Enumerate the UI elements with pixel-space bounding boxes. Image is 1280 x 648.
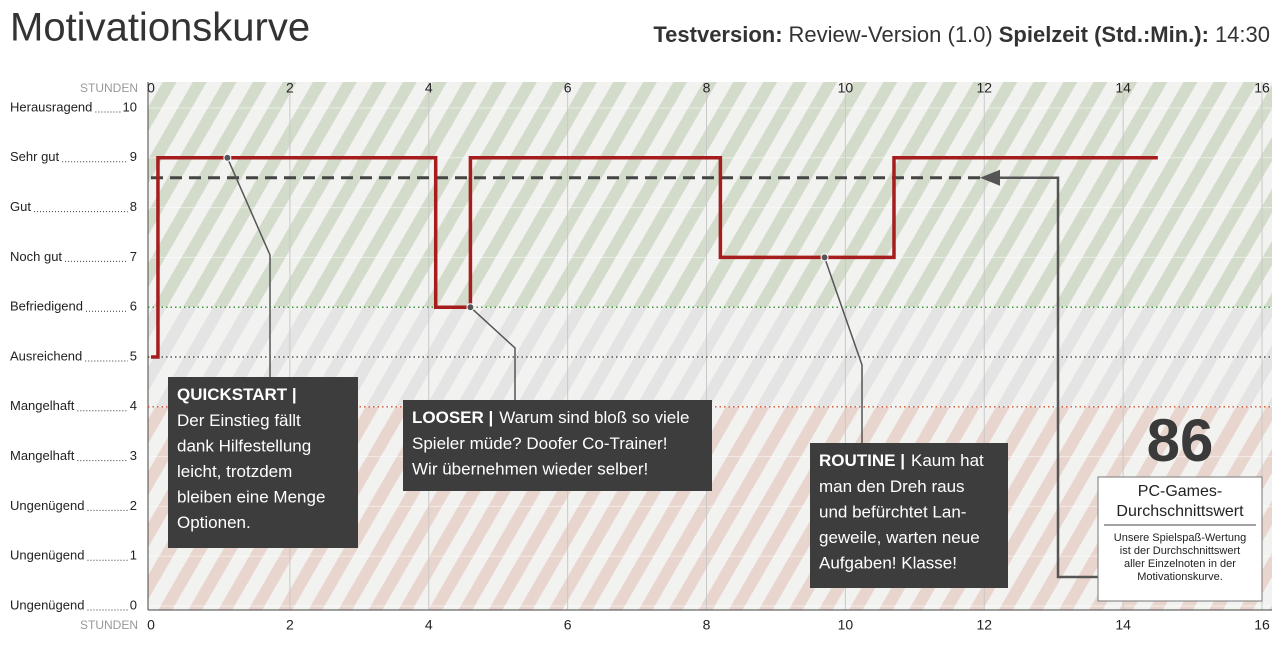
x-tick-label: 2 bbox=[286, 617, 294, 633]
annotation-line: Optionen. bbox=[177, 513, 251, 532]
annotation-leader bbox=[469, 306, 516, 400]
average-arrow bbox=[996, 176, 1098, 579]
annotation-heading: ROUTINE | bbox=[819, 451, 905, 470]
annotation-line: dank Hilfestellung bbox=[177, 436, 311, 455]
x-tick-label: 8 bbox=[703, 80, 711, 96]
annotation-line: bleiben eine Menge bbox=[177, 487, 325, 506]
y-tick-name: Ungenügend bbox=[10, 548, 84, 563]
y-tick-label: 6 bbox=[130, 299, 137, 314]
y-tick-label: 10 bbox=[123, 99, 137, 114]
annotation-box bbox=[403, 400, 712, 491]
version: Review-Version (1.0) bbox=[789, 22, 993, 47]
score-title: Durchschnittswert bbox=[1116, 503, 1244, 520]
zone bbox=[148, 82, 1272, 308]
x-tick-label: 16 bbox=[1254, 617, 1270, 633]
annotation-line: Aufgaben! Klasse! bbox=[819, 553, 957, 572]
annotation-anchor bbox=[223, 153, 232, 162]
x-tick-label: 12 bbox=[976, 617, 992, 633]
annotation-heading: QUICKSTART | bbox=[177, 385, 297, 404]
annotation-line: und befürchtet Lan- bbox=[819, 502, 966, 521]
annotation-heading: LOOSER | bbox=[412, 408, 493, 427]
annotation-line: geweile, warten neue bbox=[819, 528, 980, 547]
annotation-text: ROUTINE | Kaum hat bbox=[819, 451, 984, 470]
x-axis-label: STUNDEN bbox=[80, 81, 138, 95]
y-tick-label: 0 bbox=[130, 597, 137, 612]
x-tick-label: 6 bbox=[564, 80, 572, 96]
x-tick-label: 4 bbox=[425, 617, 433, 633]
x-tick-label: 10 bbox=[838, 80, 854, 96]
x-tick-label: 12 bbox=[976, 80, 992, 96]
annotation-line: leicht, trotzdem bbox=[177, 462, 292, 481]
x-tick-label: 14 bbox=[1115, 617, 1131, 633]
annotation-anchor bbox=[466, 303, 475, 312]
annotation-box bbox=[168, 377, 358, 548]
score-note: ist der Durchschnittswert bbox=[1120, 545, 1240, 557]
annotation-leader bbox=[226, 157, 271, 377]
y-tick-name: Gut bbox=[10, 199, 31, 214]
score-note: aller Einzelnoten in der bbox=[1124, 558, 1236, 570]
y-tick-name: Mangelhaft bbox=[10, 398, 75, 413]
annotation-line: Spieler müde? Doofer Co-Trainer! bbox=[412, 434, 667, 453]
y-tick-label: 5 bbox=[130, 348, 137, 363]
y-tick-name: Befriedigend bbox=[10, 299, 83, 314]
y-tick-name: Mangelhaft bbox=[10, 448, 75, 463]
score-note: Motivationskurve. bbox=[1137, 571, 1223, 583]
x-tick-label: 0 bbox=[147, 80, 155, 96]
annotation-line: Kaum hat bbox=[911, 451, 984, 470]
annotation-anchor bbox=[820, 253, 829, 262]
x-tick-label: 2 bbox=[286, 80, 294, 96]
y-tick-label: 8 bbox=[130, 199, 137, 214]
x-tick-label: 10 bbox=[838, 617, 854, 633]
score-title: PC-Games- bbox=[1138, 483, 1222, 500]
score-value: 86 bbox=[1147, 407, 1214, 474]
y-tick-label: 7 bbox=[130, 249, 137, 264]
annotation-box bbox=[810, 443, 1008, 588]
x-tick-label: 6 bbox=[564, 617, 572, 633]
motivation-line bbox=[151, 156, 1158, 359]
annotation-text: LOOSER | Warum sind bloß so viele bbox=[412, 408, 689, 427]
x-axis-label: STUNDEN bbox=[80, 618, 138, 632]
y-tick-label: 2 bbox=[130, 498, 137, 513]
y-tick-label: 3 bbox=[130, 448, 137, 463]
page-title: Motivationskurve bbox=[10, 6, 310, 50]
annotation-line: Der Einstieg fällt bbox=[177, 411, 301, 430]
annotation-line: Warum sind bloß so viele bbox=[499, 408, 689, 427]
test-info: Testversion: Review-Version (1.0) Spielzei… bbox=[653, 22, 1270, 47]
playtime-label: Spielzeit (Std.:Min.): bbox=[999, 22, 1209, 47]
arrow-head bbox=[980, 169, 1000, 186]
annotation-line: man den Dreh raus bbox=[819, 477, 965, 496]
y-tick-name: Ungenügend bbox=[10, 597, 84, 612]
y-tick-name: Noch gut bbox=[10, 249, 62, 264]
version-label: Testversion: bbox=[653, 22, 782, 47]
x-tick-label: 14 bbox=[1115, 80, 1131, 96]
score-box bbox=[1097, 476, 1263, 602]
x-tick-label: 16 bbox=[1254, 80, 1270, 96]
y-tick-label: 4 bbox=[130, 398, 137, 413]
annotation-line: Wir übernehmen wieder selber! bbox=[412, 459, 648, 478]
y-tick-label: 9 bbox=[130, 149, 137, 164]
x-tick-label: 8 bbox=[703, 617, 711, 633]
annotation-text: QUICKSTART | bbox=[177, 385, 297, 404]
y-tick-name: Ungenügend bbox=[10, 498, 84, 513]
x-tick-label: 0 bbox=[147, 617, 155, 633]
y-tick-name: Sehr gut bbox=[10, 149, 60, 164]
y-tick-name: Ausreichend bbox=[10, 348, 82, 363]
y-tick-label: 1 bbox=[130, 548, 137, 563]
playtime: 14:30 bbox=[1215, 22, 1270, 47]
x-tick-label: 4 bbox=[425, 80, 433, 96]
annotation-leader bbox=[823, 257, 863, 443]
score-note: Unsere Spielspaß-Wertung bbox=[1114, 532, 1246, 544]
y-tick-name: Herausragend bbox=[10, 99, 92, 114]
